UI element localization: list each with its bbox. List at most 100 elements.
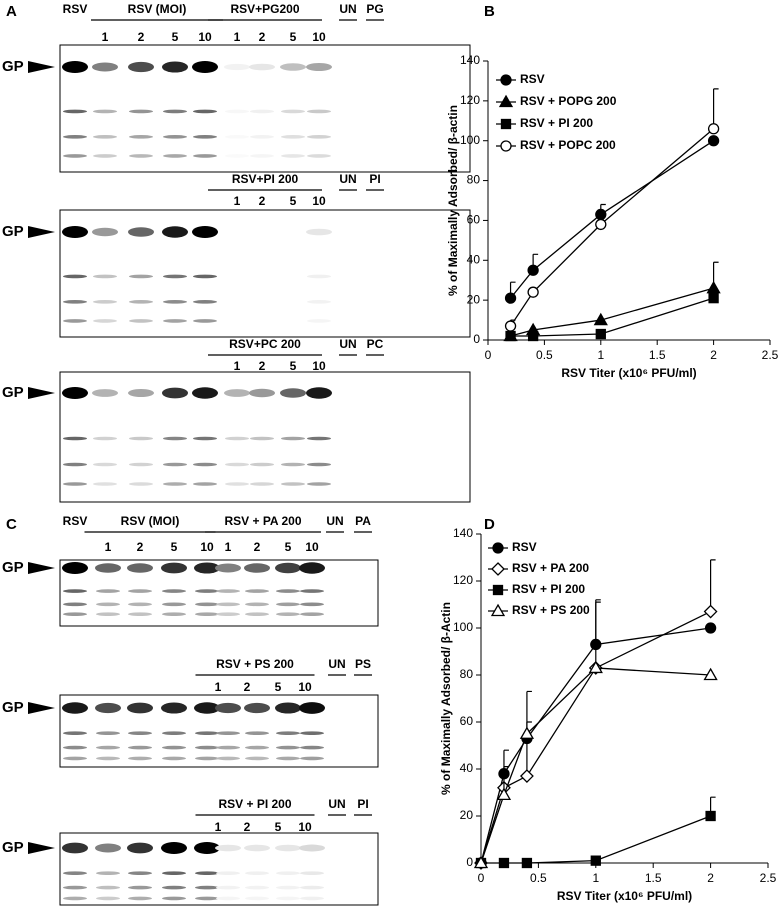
y-tick-label: 100	[460, 133, 480, 147]
band	[224, 63, 250, 71]
band	[129, 482, 153, 486]
lane-header: PI	[369, 172, 380, 186]
lane-number: 2	[259, 30, 266, 44]
lane-number: 5	[275, 680, 282, 694]
band	[281, 482, 305, 486]
band	[163, 319, 187, 323]
band	[250, 436, 274, 441]
band	[162, 61, 188, 73]
marker	[527, 264, 539, 276]
lane-number: 1	[215, 680, 222, 694]
band	[127, 842, 153, 854]
lane-number: 1	[234, 30, 241, 44]
band	[63, 885, 87, 890]
band	[93, 274, 117, 279]
marker-arrow	[28, 226, 55, 238]
legend-label: RSV	[512, 540, 537, 554]
band	[249, 63, 275, 71]
band	[307, 319, 331, 323]
y-tick-label: 20	[467, 292, 481, 306]
band	[244, 702, 270, 714]
band	[307, 154, 331, 158]
legend-marker	[498, 94, 514, 108]
band	[195, 602, 219, 607]
band	[63, 482, 87, 486]
band	[216, 731, 240, 735]
lane-header: PC	[367, 337, 384, 351]
marker	[595, 218, 607, 231]
panel-label: A	[6, 3, 17, 20]
marker-arrow	[28, 702, 55, 714]
marker	[707, 135, 720, 147]
marker	[595, 328, 606, 340]
y-tick-label: 120	[460, 93, 480, 107]
band	[163, 462, 187, 467]
band	[128, 612, 152, 616]
legend-label: RSV + POPC 200	[520, 138, 616, 152]
marker-arrow	[28, 562, 55, 574]
marker-arrow	[28, 842, 55, 854]
marker	[505, 330, 516, 342]
marker-label: GP	[2, 699, 24, 716]
band	[163, 436, 187, 441]
band	[300, 756, 324, 761]
marker-label: GP	[2, 839, 24, 856]
band	[96, 745, 120, 750]
band	[93, 462, 117, 467]
band	[129, 462, 153, 467]
band	[193, 154, 217, 158]
band	[225, 109, 249, 114]
marker-label: GP	[2, 559, 24, 576]
band	[162, 745, 186, 750]
lane-number: 2	[259, 359, 266, 373]
series-line	[510, 128, 715, 327]
lane-header: RSV	[63, 2, 88, 16]
band	[250, 154, 274, 158]
marker	[473, 855, 489, 869]
band	[96, 731, 120, 735]
band	[128, 756, 152, 761]
band	[129, 300, 153, 304]
marker	[706, 280, 721, 294]
x-tick-label: 1.5	[645, 871, 662, 885]
band	[306, 62, 332, 72]
band	[216, 602, 240, 607]
band	[63, 612, 87, 616]
lane-header: PS	[355, 657, 371, 671]
x-tick-label: 2.5	[760, 871, 777, 885]
band	[63, 319, 87, 323]
lane-number: 2	[259, 194, 266, 208]
band	[307, 436, 331, 441]
band	[244, 563, 270, 573]
lane-header: RSV+PC 200	[229, 337, 301, 351]
lane-header: UN	[339, 172, 356, 186]
band	[276, 589, 300, 593]
lane-number: 5	[285, 540, 292, 554]
band	[128, 896, 152, 901]
lane-header: UN	[328, 797, 345, 811]
band	[276, 745, 300, 750]
band	[193, 109, 217, 114]
band	[245, 589, 269, 593]
band	[275, 562, 301, 574]
band	[127, 702, 153, 714]
x-axis-label: RSV Titer (x10⁶ PFU/ml)	[557, 889, 692, 903]
y-tick-label: 80	[460, 667, 474, 681]
band	[194, 842, 220, 854]
band	[129, 135, 153, 139]
marker	[520, 769, 534, 783]
band	[244, 844, 270, 852]
band	[192, 387, 218, 399]
band	[192, 226, 218, 238]
band	[92, 389, 118, 397]
lane-number: 10	[312, 194, 326, 208]
marker	[498, 857, 510, 869]
band	[281, 109, 305, 114]
lane-number: 10	[200, 540, 214, 554]
band	[129, 274, 153, 279]
band	[128, 589, 152, 593]
legend-marker	[491, 562, 505, 576]
band	[63, 109, 87, 114]
lane-number: 1	[105, 540, 112, 554]
marker	[590, 855, 601, 866]
